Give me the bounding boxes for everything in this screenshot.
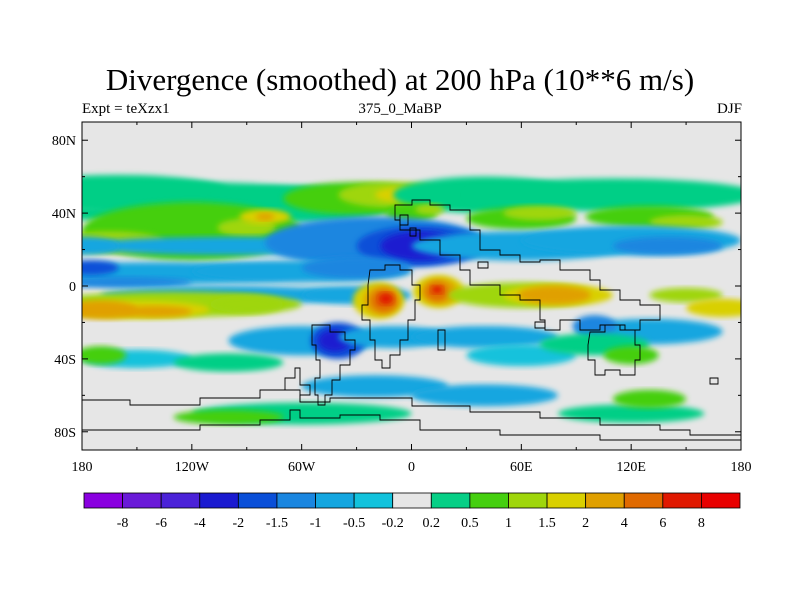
colorbar-box [701,492,741,509]
field-region [210,295,284,314]
coastline-antarctic-peninsula [270,367,311,402]
coastline-antarctica-south [82,409,741,441]
field-region [255,213,275,221]
field-region [503,205,577,221]
colorbar-label: 4 [621,516,628,531]
lon-tick-label: 60E [510,460,533,475]
colorbar-label: -0.5 [343,516,365,531]
colorbar-box [315,492,355,509]
field-region [612,236,723,256]
field-region [338,326,449,348]
field-region [557,404,705,423]
colorbar-label: 0.5 [461,516,479,531]
season-label: DJF [716,101,742,117]
coastline-islands [399,214,719,385]
lon-tick-label: 120E [616,460,646,475]
field-region [378,293,394,305]
coastline-madagascar [437,329,446,351]
lat-tick-label: 0 [69,280,76,295]
field-region [301,375,449,398]
field-region [82,346,126,365]
colorbar-box [276,492,316,509]
coastline-africa [361,264,421,369]
field-region [82,236,119,256]
colorbar: -8 -6 -4 -2 -1.5 -1 -0.5 -0.2 0.2 0.5 1 1.5 2 4 6 8 [83,492,741,531]
lat-tick-label: 80N [52,134,76,149]
field-region [411,326,558,348]
field-region [301,256,412,279]
coastline-australia [587,324,641,376]
colorbar-label: 8 [698,516,705,531]
field-region [173,353,284,372]
colorbar-box [392,492,432,509]
lon-tick-label: 60W [288,460,316,475]
colorbar-box [585,492,625,509]
coastline-antarctica [82,389,741,436]
contour-fields [82,174,741,425]
field-region [572,315,617,338]
chart-title: Divergence (smoothed) at 200 hPa (10**6 … [105,62,695,97]
field-region [82,260,119,276]
colorbar-label: -1 [310,516,322,531]
colorbar-box [237,492,278,509]
coastline-eurasia [394,199,661,331]
lon-tick-label: 180 [72,460,93,475]
colorbar-label: -1.5 [266,516,288,531]
experiment-label: Expt = teXzx1 [82,101,170,117]
colorbar-box [122,492,162,509]
colorbar-label: 1.5 [538,516,556,531]
latitude-axis: 80N 40N 0 40S 80S [52,134,741,441]
field-region [118,306,192,317]
coastline-outlines [82,199,741,441]
field-region [82,276,192,288]
colorbar-label: -6 [155,516,167,531]
field-region [649,287,723,303]
lon-tick-label: 0 [408,460,415,475]
colorbar-box [508,492,548,509]
colorbar-label: -4 [194,516,206,531]
colorbar-box [430,492,471,509]
field-region [649,214,723,230]
coastline-south-america [311,324,356,406]
colorbar-label: -2 [233,516,245,531]
colorbar-box [83,492,123,509]
field-region [517,286,591,305]
colorbar-label: 2 [582,516,589,531]
colorbar-label: 0.2 [423,516,441,531]
field-region [415,204,445,215]
colorbar-label: -8 [117,516,129,531]
time-label: 375_0_MaBP [358,101,442,117]
colorbar-label: 6 [659,516,666,531]
colorbar-box [469,492,509,509]
field-region [431,286,443,294]
lat-tick-label: 40S [54,353,76,368]
field-region [82,300,137,319]
lon-tick-label: 180 [731,460,752,475]
field-region [603,346,659,365]
field-region [466,178,741,212]
field-region [173,409,284,425]
lat-tick-label: 40N [52,207,76,222]
field-region [612,389,687,409]
colorbar-label: -0.2 [382,516,404,531]
longitude-axis: 180 120W 60W 0 60E 120E 180 [72,122,752,475]
colorbar-box [546,492,587,509]
colorbar-label: 1 [505,516,512,531]
colorbar-box [662,492,702,509]
colorbar-box [623,492,664,509]
colorbar-box [160,492,201,509]
field-region [686,298,741,317]
colorbar-box [353,492,394,509]
colorbar-box [199,492,239,509]
lon-tick-label: 120W [175,460,210,475]
field-region [411,384,558,407]
lat-tick-label: 80S [54,426,76,441]
